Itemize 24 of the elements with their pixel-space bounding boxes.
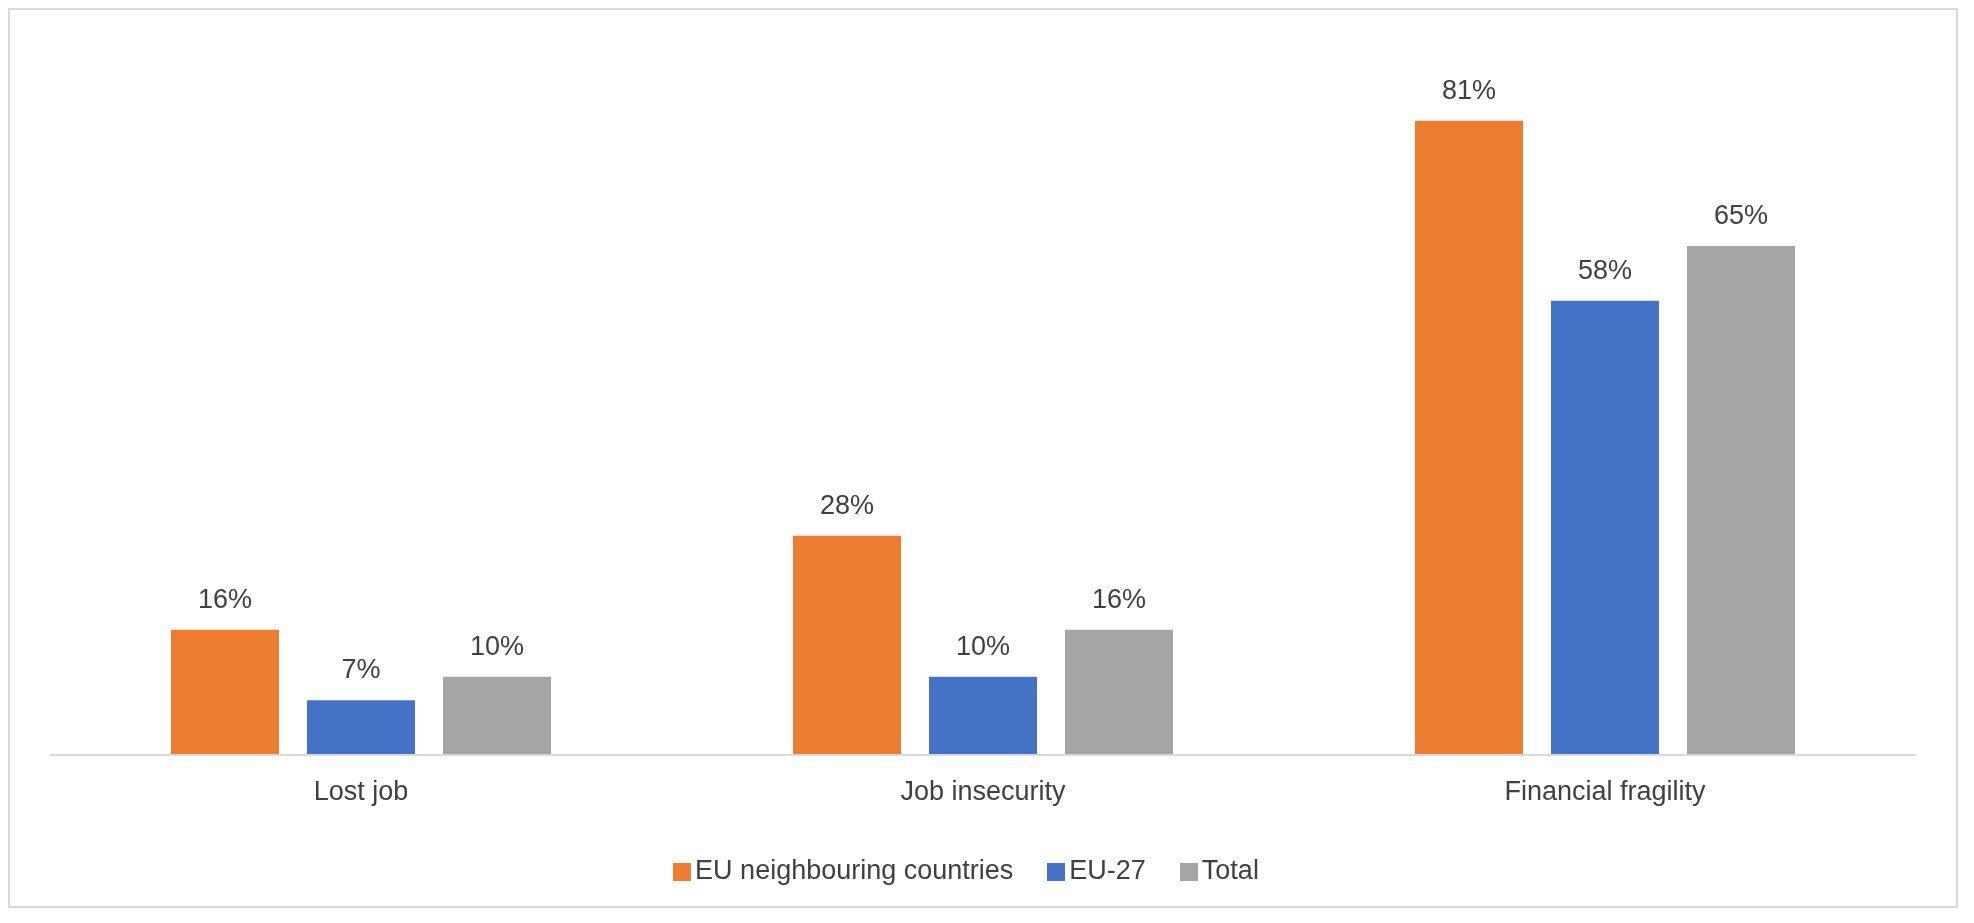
x-tick-label: Financial fragility [1504,776,1707,807]
data-label: 65% [1713,200,1769,231]
data-label: 10% [955,630,1011,661]
bar [1687,246,1795,755]
bar [1415,120,1523,755]
x-tick-label: Job insecurity [900,776,1067,807]
bar [1065,629,1173,755]
bar [929,676,1037,755]
data-label: 7% [341,654,381,685]
bar [1551,300,1659,755]
x-tick-label: Lost job [313,776,409,807]
data-label: 81% [1441,74,1497,105]
bar [307,700,415,755]
legend-label: EU neighbouring countries [695,855,1014,885]
data-label: 58% [1577,254,1633,285]
bar [171,629,279,755]
data-label: 16% [1091,583,1147,614]
data-label: 28% [819,489,875,520]
data-label: 16% [197,583,253,614]
data-label: 10% [469,630,525,661]
legend-label: Total [1201,855,1259,885]
bar [793,535,901,755]
bar [443,676,551,755]
legend-label: EU-27 [1069,855,1146,885]
